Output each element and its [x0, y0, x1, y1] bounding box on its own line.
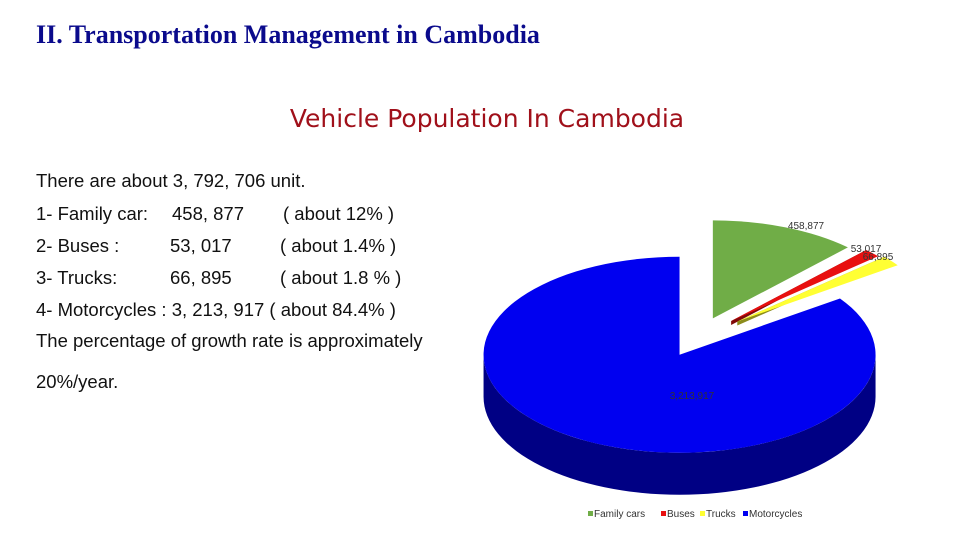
legend-swatch — [661, 511, 666, 516]
data-label-trucks: 66,895 — [863, 252, 894, 263]
row-share: ( about 12% ) — [283, 203, 395, 224]
slide-heading: II. Transportation Management in Cambodi… — [36, 20, 540, 49]
legend-item-family-cars: Family cars — [588, 509, 645, 520]
growth-line: The percentage of growth rate is approxi… — [36, 330, 423, 351]
slice-side — [483, 354, 876, 495]
growth-value: 20%/year. — [36, 371, 119, 392]
data-label-buses: 53,017 — [851, 244, 882, 255]
row-share: ( about 1.8 % ) — [280, 267, 402, 288]
data-label-family-cars: 458,877 — [788, 221, 825, 232]
legend-label: Family cars — [594, 509, 645, 520]
intro-line: There are about 3, 792, 706 unit. — [36, 170, 306, 191]
legend-label: Buses — [667, 509, 695, 520]
chart-legend: Family cars Buses Trucks Motorcycles — [588, 509, 802, 520]
row-share: ( about 1.4% ) — [280, 235, 397, 256]
legend-swatch — [588, 511, 593, 516]
motorcycles-line: 4- Motorcycles : 3, 213, 917 ( about 84.… — [36, 299, 396, 320]
row-count: 458, 877 — [172, 203, 245, 224]
pie-slice-motorcycles — [483, 256, 876, 495]
row-label: 2- Buses : — [36, 235, 120, 256]
pie-layer — [483, 220, 898, 495]
legend-item-motorcycles: Motorcycles — [743, 509, 802, 520]
row-label: 1- Family car: — [36, 203, 149, 224]
legend-label: Motorcycles — [749, 509, 802, 520]
row-count: 53, 017 — [170, 235, 232, 256]
pie-slice-buses — [731, 250, 879, 326]
legend-swatch — [700, 511, 705, 516]
slice-top — [712, 220, 848, 319]
legend-item-trucks: Trucks — [700, 509, 736, 520]
slice-top — [737, 256, 898, 322]
row-count: 66, 895 — [170, 267, 232, 288]
pie-slice-trucks — [737, 256, 898, 326]
pie-slice-family-cars — [712, 220, 848, 319]
data-label-motorcycles: 3,213,917 — [670, 391, 715, 402]
legend-label: Trucks — [706, 509, 736, 520]
legend-item-buses: Buses — [661, 509, 695, 520]
row-label: 3- Trucks: — [36, 267, 118, 288]
chart-subheading: Vehicle Population In Cambodia — [289, 104, 685, 133]
legend-swatch — [743, 511, 748, 516]
slice-top — [483, 256, 876, 453]
slice-top — [731, 250, 879, 322]
